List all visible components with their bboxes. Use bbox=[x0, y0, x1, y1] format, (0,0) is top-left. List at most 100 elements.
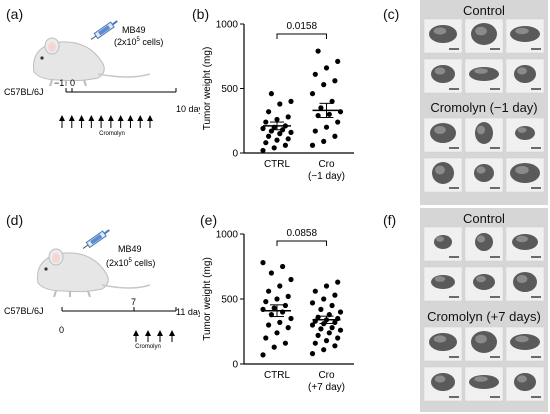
data-point bbox=[288, 129, 294, 135]
significance-bracket bbox=[276, 33, 327, 39]
tumor-label-a: MB49 bbox=[122, 25, 146, 35]
data-point bbox=[285, 136, 291, 142]
data-point bbox=[260, 125, 266, 132]
data-point bbox=[309, 142, 316, 148]
photo-title-cromolyn-c: Cromolyn (−1 day) bbox=[430, 100, 538, 115]
tick-label-0-d: 0 bbox=[59, 325, 64, 335]
data-point bbox=[271, 145, 277, 151]
data-point bbox=[335, 335, 341, 341]
specimen-highlight bbox=[476, 166, 486, 174]
timeline-a: MB49 (2x105 cells) C57BL/6J −1 0 10 days… bbox=[4, 20, 200, 137]
tumor-photos-c bbox=[423, 18, 545, 193]
arrow-head-icon bbox=[107, 115, 114, 121]
data-point bbox=[268, 91, 274, 97]
syringe-icon bbox=[90, 20, 118, 40]
p-value-label: 0.0158 bbox=[286, 21, 317, 32]
panel-label-c: (c) bbox=[383, 6, 400, 22]
data-point bbox=[274, 296, 280, 302]
specimen-highlight bbox=[476, 125, 486, 135]
data-point bbox=[326, 330, 332, 336]
injection-arrows-d bbox=[133, 330, 175, 342]
data-point bbox=[315, 332, 321, 338]
data-point bbox=[318, 306, 324, 312]
panel-label-a: (a) bbox=[6, 6, 24, 22]
cells-label-d: (2x105 cells) bbox=[106, 258, 155, 268]
data-point bbox=[288, 276, 294, 283]
injection-arrows-a bbox=[59, 115, 153, 128]
data-point bbox=[315, 48, 321, 54]
data-point bbox=[321, 296, 327, 302]
specimen-highlight bbox=[475, 334, 487, 344]
data-point bbox=[277, 131, 283, 137]
data-point bbox=[321, 82, 327, 88]
y-tick-label: 0 bbox=[232, 360, 238, 371]
chart-e: 0 500 1000 Tumor weight (mg) CTRL Cro(+7 day)… bbox=[202, 228, 354, 393]
data-point bbox=[315, 314, 321, 320]
y-tick-label: 500 bbox=[221, 84, 238, 95]
arrow-head-icon bbox=[88, 115, 95, 121]
data-point bbox=[332, 319, 338, 325]
photo-title-control-c: Control bbox=[463, 3, 505, 18]
y-tick-label: 1000 bbox=[216, 20, 239, 31]
tumor-photos-f bbox=[423, 226, 545, 402]
data-point bbox=[321, 347, 327, 353]
data-point bbox=[277, 283, 283, 289]
cells-label-a: (2x105 cells) bbox=[114, 37, 163, 47]
data-point bbox=[312, 288, 318, 294]
data-point bbox=[260, 260, 266, 266]
tumor-specimen bbox=[514, 373, 536, 391]
specimen-highlight bbox=[434, 375, 446, 383]
data-point bbox=[332, 343, 338, 349]
data-point bbox=[260, 352, 266, 358]
data-point bbox=[260, 147, 266, 154]
data-point bbox=[332, 292, 338, 298]
x-tick-label: Cro bbox=[318, 370, 335, 381]
data-point bbox=[318, 105, 324, 111]
tick-label-7: 7 bbox=[131, 297, 136, 307]
data-point bbox=[323, 338, 330, 344]
y-axis-label: Tumor weight (mg) bbox=[202, 257, 213, 341]
arrow-head-icon bbox=[133, 330, 139, 336]
data-point bbox=[323, 283, 330, 289]
panel-label-b: (b) bbox=[192, 6, 210, 22]
arrow-head-icon bbox=[117, 115, 124, 121]
data-point bbox=[309, 322, 316, 328]
tumor-specimen bbox=[473, 274, 495, 290]
data-point bbox=[335, 279, 341, 285]
arrow-head-icon bbox=[137, 115, 144, 121]
panel-label-d: (d) bbox=[6, 212, 24, 228]
data-point bbox=[285, 325, 291, 331]
specimen-highlight bbox=[475, 26, 487, 36]
panel-label-e: (e) bbox=[200, 212, 218, 228]
data-point bbox=[321, 138, 327, 144]
tumor-specimen bbox=[434, 235, 452, 249]
specimen-highlight bbox=[515, 166, 529, 174]
strain-label-a: C57BL/6J bbox=[4, 87, 44, 97]
specimen-highlight bbox=[474, 376, 488, 382]
data-point bbox=[274, 137, 280, 143]
data-point bbox=[268, 312, 274, 318]
tumor-specimen bbox=[475, 233, 493, 251]
specimen-highlight bbox=[516, 275, 528, 283]
data-point bbox=[335, 119, 341, 125]
data-point bbox=[277, 101, 283, 107]
end-label-a: 10 days bbox=[176, 104, 200, 114]
data-point bbox=[329, 98, 335, 104]
data-point bbox=[266, 133, 272, 139]
data-point bbox=[318, 326, 324, 332]
specimen-highlight bbox=[435, 165, 445, 175]
tumor-specimen bbox=[431, 373, 455, 391]
data-point bbox=[285, 293, 291, 299]
data-point bbox=[280, 263, 286, 270]
data-point bbox=[335, 58, 341, 65]
data-point bbox=[271, 305, 277, 311]
drug-label-d: Cromolyn bbox=[135, 344, 161, 350]
specimen-highlight bbox=[517, 375, 527, 383]
data-point bbox=[315, 112, 321, 119]
timeline-d: MB49 (2x105 cells) C57BL/6J 0 7 11 days … bbox=[4, 229, 200, 350]
data-point bbox=[266, 288, 272, 294]
data-point bbox=[332, 78, 338, 84]
arrow-head-icon bbox=[68, 115, 75, 121]
specimen-highlight bbox=[433, 27, 447, 35]
data-point bbox=[282, 302, 288, 309]
